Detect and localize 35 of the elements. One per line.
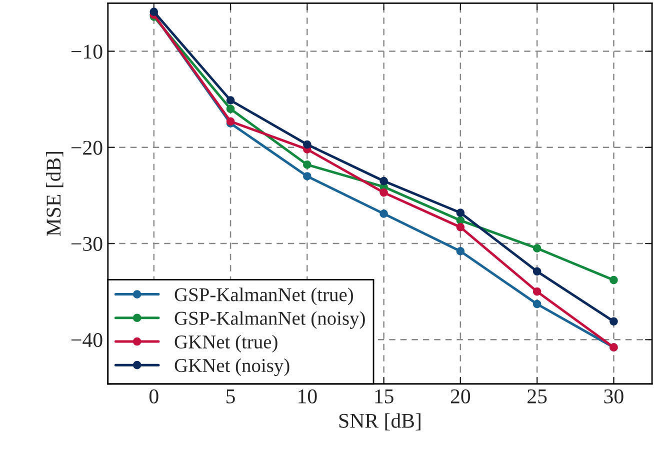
y-tick-label: −10 (72, 44, 102, 59)
y-tick-label: −30 (72, 236, 102, 251)
point (303, 160, 312, 169)
point (226, 96, 235, 104)
x-axis-title: SNR [dB] (339, 413, 420, 430)
point (380, 188, 388, 197)
point (226, 104, 235, 114)
legend-label: GKNet (noisy) (174, 358, 290, 376)
legend-label: GKNet (true) (174, 334, 278, 352)
x-tick-label: 25 (528, 389, 547, 404)
point (610, 276, 618, 284)
point (456, 223, 465, 232)
y-axis-title: MSE [dB] (46, 152, 64, 236)
x-tick-label: 10 (298, 389, 317, 404)
x-tick-label: 15 (375, 389, 394, 404)
point (532, 287, 542, 296)
point (303, 172, 312, 180)
point (150, 8, 158, 16)
point (380, 176, 388, 186)
point (303, 140, 312, 149)
point (456, 208, 465, 217)
point (456, 247, 465, 256)
legend-label: GSP-KalmanNet (true) (174, 288, 353, 306)
x-tick-label: 5 (226, 390, 235, 404)
point (532, 300, 542, 308)
point (532, 267, 542, 276)
point (380, 210, 388, 218)
y-tick-label: −20 (72, 140, 102, 155)
point (532, 244, 542, 252)
y-tick-label: −40 (72, 333, 102, 348)
point (610, 317, 618, 326)
legend-label: GSP-KalmanNet (noisy) (174, 311, 365, 329)
x-tick-label: 20 (450, 389, 470, 404)
x-tick-label: 0 (149, 389, 158, 404)
x-tick-label: 30 (604, 389, 624, 404)
